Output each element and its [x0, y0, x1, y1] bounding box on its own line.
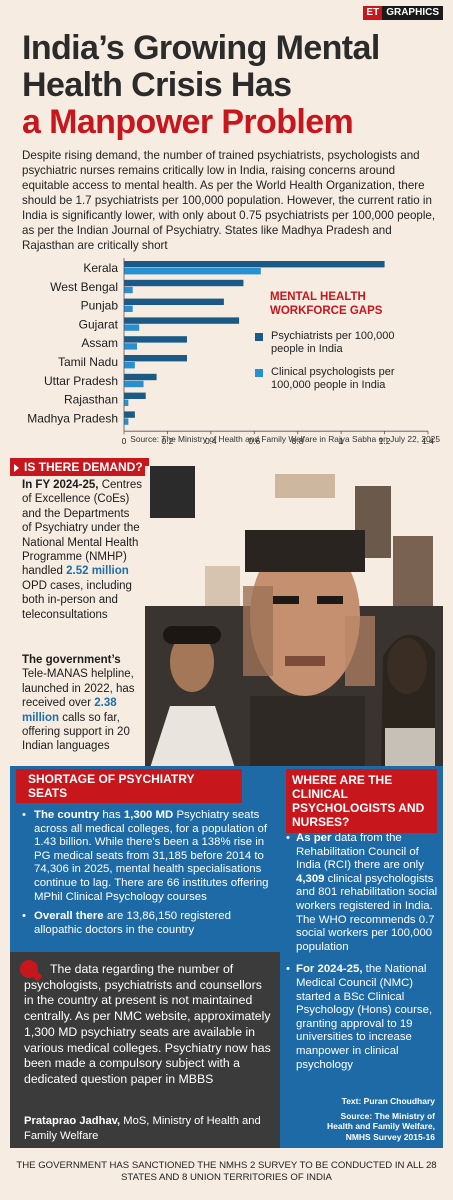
legend-label-psychologists: Clinical psychologists per 100,000 peopl… [271, 366, 395, 391]
where-heading: WHERE ARE THE CLINICAL PSYCHOLOGISTS AND… [286, 769, 437, 833]
shortage-b1-bold: 1,300 MD [123, 809, 174, 821]
category-label: Kerala [83, 261, 118, 275]
legend-swatch-psychologists [255, 369, 263, 377]
bar-psychiatrists [124, 411, 135, 418]
where-b2-rest: the National Medical Council (NMC) start… [296, 963, 433, 1071]
bar-psychologists [124, 324, 140, 331]
demand-opd-text: In FY 2024-25, Centres of Excellence (Co… [22, 478, 142, 622]
bar-psychologists [124, 399, 129, 406]
bar-psychiatrists [124, 392, 146, 399]
where-section: WHERE ARE THE CLINICAL PSYCHOLOGISTS AND… [280, 766, 443, 1148]
where-bullet-nmc: For 2024-25, the National Medical Counci… [286, 963, 438, 1072]
x-tick-label: 1.2 [379, 436, 391, 446]
demand-opd-highlight: 2.52 million [66, 565, 129, 578]
quote-text: The data regarding the number of psychol… [24, 962, 271, 1086]
x-tick-label: 1.4 [422, 436, 434, 446]
shortage-section: SHORTAGE OF PSYCHIATRY SEATS The country… [10, 766, 280, 952]
x-tick-label: 0.8 [292, 436, 304, 446]
bar-psychiatrists [124, 336, 187, 343]
x-tick-label: 0.4 [205, 436, 217, 446]
where-b2-lead: For 2024-25, [296, 963, 363, 976]
demand-telemanas-text: The government’s Tele-MANAS helpline, la… [22, 653, 142, 754]
shortage-b2-rest: are 13,86,150 registered allopathic doct… [34, 910, 231, 936]
telemanas-lead: The government’s [22, 654, 121, 666]
bar-psychologists [124, 418, 129, 425]
title-line-3: a Manpower Problem [22, 103, 354, 141]
where-bullet-rci: As per data from the Rehabilitation Coun… [286, 832, 438, 954]
where-b1-lead: As per [296, 832, 332, 844]
bar-psychologists [124, 286, 133, 294]
workforce-bar-chart: Kerala West Bengal Punjab Gujarat Assam Tamil… [27, 258, 434, 446]
portrait-collage-image [145, 466, 443, 768]
where-b1-tail: clinical psychologists and 801 rehabilit… [296, 872, 438, 953]
category-label: Madhya Pradesh [27, 411, 118, 425]
telemanas-tail: calls so far, offering support in 20 Ind… [22, 711, 130, 753]
x-tick-label: 1 [339, 436, 344, 446]
shortage-bullet-doctors: Overall there are 13,86,150 registered a… [22, 910, 270, 937]
et-logo: ET [363, 6, 383, 20]
bar-psychiatrists [124, 261, 385, 268]
title-line-1: India’s Growing Mental [22, 29, 380, 67]
demand-tag: IS THERE DEMAND? [10, 458, 149, 476]
bar-psychologists [124, 343, 138, 350]
quote-attribution: Prataprao Jadhav, MoS, Ministry of Healt… [24, 1114, 274, 1144]
where-list: As per data from the Rehabilitation Coun… [286, 832, 438, 1081]
category-label: Gujarat [79, 317, 119, 331]
where-b1-bold: 4,309 [296, 872, 325, 885]
chart-source: Source: The Ministry of Health and Famil… [130, 434, 440, 444]
source-credit: Source: The Ministry of Health and Famil… [326, 1110, 435, 1142]
bar-psychologists [124, 268, 261, 275]
legend-psychiatrists: Psychiatrists per 100,000 people in Indi… [255, 330, 411, 356]
category-label: Punjab [81, 299, 119, 313]
page-title: India’s Growing Mental Health Crisis Has… [22, 30, 442, 141]
quote-bubble-icon [20, 960, 38, 978]
bar-psychiatrists [124, 317, 240, 324]
bar-psychiatrists [124, 355, 187, 362]
bar-psychologists [124, 380, 144, 388]
shortage-b2-lead: Overall there [34, 910, 104, 923]
bar-psychiatrists [124, 279, 244, 287]
footer-note: THE GOVERNMENT HAS SANCTIONED THE NMHS 2… [16, 1160, 437, 1183]
demand-opd-body: Centres of Excellence (CoEs) and the Dep… [22, 479, 142, 578]
credit-block: Text: Puran Choudhary Source: The Minist… [315, 1096, 435, 1142]
telemanas-body: Tele-MANAS helpline, launched in 2022, h… [22, 668, 135, 710]
quote-name: Prataprao Jadhav, [24, 1115, 121, 1127]
et-graphics-badge: ET GRAPHICS [363, 6, 443, 20]
bar-psychologists [124, 305, 133, 312]
x-tick-label: 0 [122, 436, 127, 446]
text-credit: Text: Puran Choudhary [341, 1096, 435, 1106]
intro-paragraph: Despite rising demand, the number of tra… [22, 149, 436, 252]
telemanas-highlight: 2.38 million [22, 697, 117, 724]
shortage-b1-rest: Psychiatry seats across all medical coll… [34, 809, 269, 903]
where-b1-rest: data from the Rehabilitation Council of … [296, 832, 424, 872]
category-label: West Bengal [50, 280, 118, 294]
x-tick-label: 0.2 [162, 436, 174, 446]
legend-label-psychiatrists: Psychiatrists per 100,000 people in Indi… [271, 330, 395, 355]
quote-role: MoS, Ministry of Health and Family Welfa… [24, 1115, 261, 1142]
category-label: Uttar Pradesh [44, 374, 118, 388]
legend-psychologists: Clinical psychologists per 100,000 peopl… [255, 366, 421, 392]
bar-psychologists [124, 362, 135, 369]
shortage-bullet-seats: The country has 1,300 MD Psychiatry seat… [22, 809, 270, 904]
shortage-list: The country has 1,300 MD Psychiatry seat… [10, 803, 280, 937]
legend-swatch-psychiatrists [255, 333, 263, 341]
shortage-b1-mid: has [99, 809, 124, 821]
x-tick-label: 0.6 [248, 436, 260, 446]
shortage-b1-lead: The country [34, 809, 100, 821]
category-label: Tamil Nadu [58, 355, 118, 369]
demand-opd-tail: OPD cases, including both in-person and … [22, 579, 132, 621]
shortage-heading: SHORTAGE OF PSYCHIATRY SEATS [16, 769, 242, 803]
minister-quote-box: The data regarding the number of psychol… [10, 952, 280, 1148]
category-label: Assam [81, 336, 118, 350]
graphics-label: GRAPHICS [382, 6, 443, 20]
bar-psychiatrists [124, 373, 157, 381]
category-label: Rajasthan [64, 393, 118, 407]
chart-title: MENTAL HEALTH WORKFORCE GAPS [270, 291, 383, 317]
bar-psychiatrists [124, 298, 224, 305]
demand-opd-lead: In FY 2024-25, [22, 479, 99, 491]
title-line-2: Health Crisis Has [22, 66, 292, 104]
